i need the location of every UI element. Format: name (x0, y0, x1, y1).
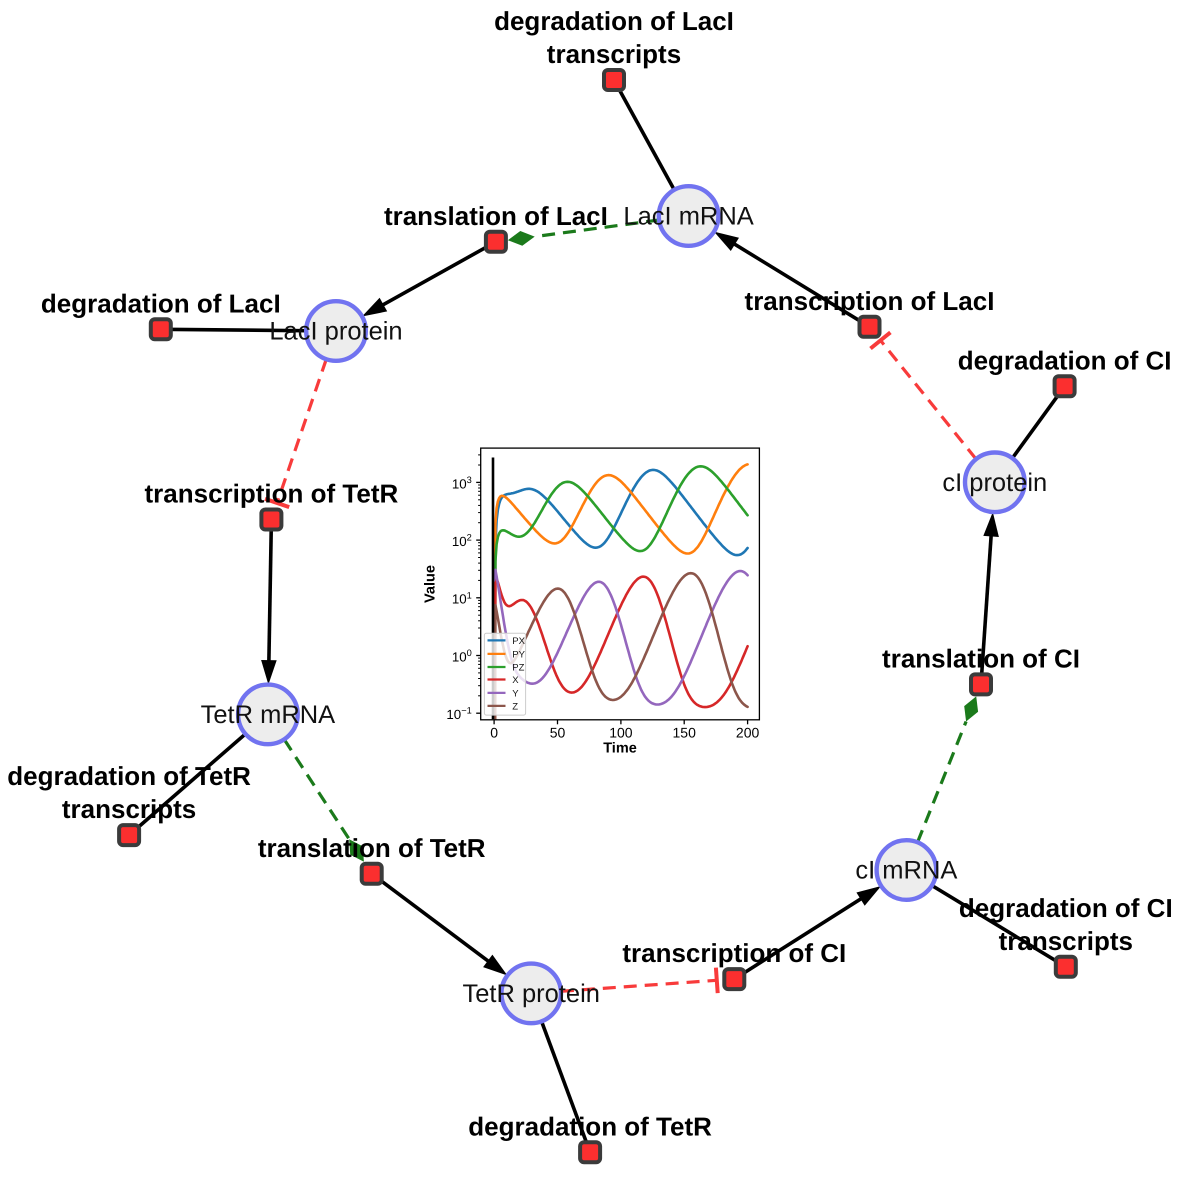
svg-text:translation of CI: translation of CI (882, 643, 1080, 673)
svg-text:degradation of CI: degradation of CI (958, 345, 1172, 375)
svg-text:Value: Value (423, 565, 439, 603)
svg-text:transcripts: transcripts (999, 926, 1133, 956)
svg-text:150: 150 (673, 724, 697, 740)
svg-text:50: 50 (550, 724, 566, 740)
svg-text:transcription of LacI: transcription of LacI (745, 286, 995, 316)
svg-text:translation of LacI: translation of LacI (384, 201, 608, 231)
svg-text:0: 0 (490, 724, 498, 740)
svg-text:PZ: PZ (512, 663, 524, 674)
svg-text:degradation of LacI: degradation of LacI (41, 288, 281, 318)
svg-text:200: 200 (736, 724, 760, 740)
svg-text:TetR protein: TetR protein (462, 980, 600, 1008)
svg-text:transcription of TetR: transcription of TetR (145, 479, 399, 509)
svg-text:Z: Z (512, 701, 518, 712)
svg-text:Time: Time (603, 740, 637, 756)
svg-text:PX: PX (512, 636, 525, 647)
svg-text:100: 100 (609, 724, 633, 740)
svg-text:transcripts: transcripts (62, 794, 196, 824)
svg-text:translation of TetR: translation of TetR (258, 833, 486, 863)
svg-text:degradation of CI: degradation of CI (959, 893, 1173, 923)
svg-text:Y: Y (512, 688, 519, 699)
svg-text:cI protein: cI protein (942, 469, 1047, 497)
svg-text:PY: PY (512, 649, 525, 660)
svg-text:cI mRNA: cI mRNA (855, 857, 957, 885)
svg-text:X: X (512, 675, 519, 686)
svg-text:degradation of TetR: degradation of TetR (468, 1111, 712, 1141)
svg-text:transcription of CI: transcription of CI (622, 938, 846, 968)
svg-text:TetR mRNA: TetR mRNA (201, 701, 336, 729)
svg-text:LacI protein: LacI protein (269, 318, 402, 346)
svg-text:LacI mRNA: LacI mRNA (623, 203, 753, 231)
svg-text:degradation of TetR: degradation of TetR (7, 761, 251, 791)
svg-text:transcripts: transcripts (547, 39, 681, 69)
svg-text:degradation of LacI: degradation of LacI (494, 6, 734, 36)
